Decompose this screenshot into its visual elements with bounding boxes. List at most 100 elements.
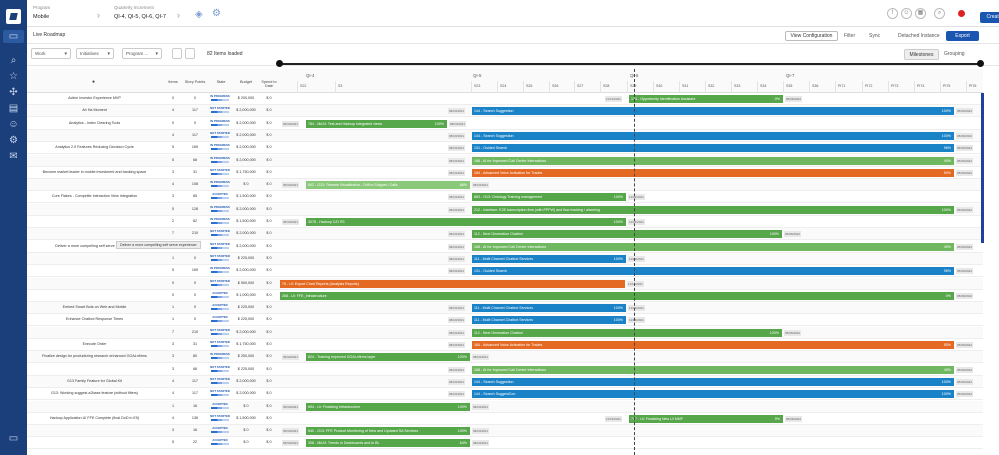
table-row[interactable]: Hadoop Application UI FFE Complete (fina… — [27, 413, 983, 425]
help-icon[interactable]: ▭ — [8, 433, 19, 444]
roadmap-feature-bar[interactable]: 824 - Training improved GOALnfirms layer… — [306, 353, 470, 362]
col-spend[interactable]: Spend to Date — [261, 80, 277, 88]
table-row[interactable]: Analytics 2.0 Features Reducing Decision… — [27, 142, 983, 155]
inbox-icon[interactable]: ✉ — [9, 151, 18, 162]
table-row[interactable]: Enhance Chatbot Response Times 1 0 ACCEPTED… — [27, 314, 983, 327]
network-icon[interactable]: ⚙ — [212, 8, 221, 19]
building-icon[interactable]: ▦ — [915, 8, 926, 19]
col-state[interactable]: State — [216, 80, 226, 84]
table-row[interactable]: 2 82 IN PROGRESS $ 1,500,000 $ 0 05/30/2021 30… — [27, 216, 983, 228]
roadmap-feature-bar[interactable]: 111 - Multi Channel Chatbot Services 100% — [472, 254, 626, 263]
table-row[interactable]: 1 0 NOT STARTED $ 225,000 $ 0 08/23/2021 111 -… — [27, 252, 983, 265]
initiatives-dropdown[interactable]: Initiatives ▾ — [76, 48, 114, 59]
roadmap-feature-bar[interactable]: 131 - Guided Search 96% — [472, 267, 954, 276]
roadmap-feature-bar[interactable]: 144 - Search Suggestion 100% — [472, 107, 954, 116]
table-row[interactable]: G13 Family Feature for Global Kit 4 117 NOT… — [27, 375, 983, 388]
roadmap-feature-bar[interactable]: 707 - UI: Finalizing New UI MMF 9% — [629, 414, 783, 423]
slider-end-handle[interactable] — [977, 60, 984, 67]
roadmap-feature-bar[interactable]: 144 - Search SuggestCon 100% — [472, 390, 954, 399]
roadmap-feature-bar[interactable]: 184 - Advanced Voice Activation for Trad… — [472, 168, 954, 177]
detached-instance-dropdown[interactable]: Detached Instance — [898, 33, 940, 39]
table-row[interactable]: 4 117 NOT STARTED $ 2,000,000 $ 0 08/23/2021 1… — [27, 129, 983, 142]
roadmap-feature-bar[interactable]: 212 - Interface: E2E transcription flow … — [472, 205, 954, 214]
pi-selector[interactable]: QI-4, QI-5, QI-6, QI-7 — [114, 14, 166, 20]
list-view-icon[interactable] — [172, 48, 182, 59]
roadmap-feature-bar[interactable]: 184 - Advanced Voice Activation for Trad… — [472, 341, 954, 349]
table-row[interactable]: 0 0 ACCEPTED $ 1,000,000 $ 0 268 - UI: FFE_In… — [27, 290, 983, 302]
diamond-icon[interactable]: ◈ — [195, 9, 203, 20]
col-budget[interactable]: Budget — [239, 80, 253, 84]
table-row[interactable]: 5 128 IN PROGRESS $ 2,000,000 $ 0 08/23/2021 2… — [27, 203, 983, 216]
roadmap-feature-bar[interactable]: 3078 - Hadoop C/D R3 100% — [306, 218, 626, 226]
table-row[interactable]: 1 16 ACCEPTED $ 0 $ 0 05/30/2021 694 - UI: Fin… — [27, 400, 983, 413]
program-dropdown[interactable]: Program ... ▾ — [122, 48, 162, 59]
end-date: 08/23/2021 — [472, 182, 490, 189]
roadmap-feature-bar[interactable]: 268 - UI: FFE_Infrastructure 0% — [280, 291, 954, 300]
app-logo-icon[interactable] — [6, 9, 21, 24]
table-row[interactable]: 7 210 NOT STARTED $ 2,000,000 $ 0 08/23/2021 1… — [27, 228, 983, 241]
slider-start-handle[interactable] — [276, 60, 283, 67]
roadmap-feature-bar[interactable]: 111 - Multi Channel Chatbot Services 100% — [472, 304, 626, 313]
export-button[interactable]: Export — [946, 31, 979, 41]
star-icon[interactable]: ☆ — [9, 71, 18, 82]
roadmap-feature-bar[interactable]: 144 - Search Suggestion 100% — [472, 131, 954, 140]
calendar-icon[interactable] — [185, 48, 195, 59]
user-icon[interactable]: ☺ — [8, 119, 19, 130]
notification-icon[interactable]: ! — [887, 8, 898, 19]
profile-icon[interactable]: ☺ — [901, 8, 912, 19]
roadmap-feature-bar[interactable]: 308 - MAXI: Trends in Dashboards and to … — [306, 439, 470, 448]
table-row[interactable]: Become market leader in mobile investmen… — [27, 167, 983, 179]
table-row[interactable]: Execute Order 3 31 NOT STARTED $ 1,750,000 $ … — [27, 339, 983, 351]
roadmap-feature-bar[interactable]: 111 - Multi Channel Chatbot Services 100% — [472, 316, 626, 325]
program-selector[interactable]: Mobile — [33, 14, 50, 20]
table-row[interactable]: 7 210 NOT STARTED $ 2,000,000 $ 0 08/23/2021 1… — [27, 326, 983, 339]
settings-icon[interactable]: ⚙ — [9, 135, 18, 146]
timeline-range-slider[interactable] — [278, 63, 982, 65]
roadmap-feature-bar[interactable]: 842 - G13: Themes Visualization - Drill … — [306, 181, 470, 190]
col-story-points[interactable]: Story Points — [184, 80, 206, 84]
table-row[interactable]: 5 169 IN PROGRESS $ 2,000,000 $ 0 08/23/2021 1… — [27, 265, 983, 278]
table-row[interactable]: Active Investor Experience MVP 0 0 IN PROGR… — [27, 93, 983, 105]
search-icon[interactable]: ⌕ — [10, 55, 17, 66]
vertical-scrollbar[interactable] — [981, 93, 984, 243]
table-row[interactable]: Finalize design for productizing researc… — [27, 351, 983, 364]
roadmap-feature-bar[interactable]: 784 - MAXI: Test and Hadoop integrated v… — [306, 119, 447, 128]
search-icon[interactable]: ⌕ — [934, 8, 945, 19]
filter-button[interactable]: Filter — [844, 33, 856, 39]
table-row[interactable]: 5 22 ACCEPTED $ 0 $ 0 05/30/2021 308 - MAXI: T… — [27, 437, 983, 450]
roadmap-feature-bar[interactable]: 168 - AI for Improved Call Center Intera… — [472, 242, 954, 251]
milestones-toggle[interactable]: Milestones — [904, 49, 939, 60]
roadmap-feature-bar[interactable]: 174 - Opportunity Identification Assista… — [629, 95, 783, 103]
table-row[interactable]: Embed Smart Bots on Web and Mobile 1 0 ACCE… — [27, 302, 983, 315]
table-row[interactable]: Core Flakes - Compelite Interaction View… — [27, 191, 983, 204]
view-configuration-button[interactable]: View Configuration — [785, 31, 838, 41]
roadmap-feature-bar[interactable]: 168 - AI for Improved Call Center Intera… — [472, 365, 954, 374]
table-row[interactable]: Analytics - Index Clearing Tools 0 0 IN PRO… — [27, 118, 983, 130]
table-row[interactable]: Ah Ha Moment 4 117 NOT STARTED $ 2,000,000 $ … — [27, 105, 983, 118]
roadmap-feature-bar[interactable]: 131 - Guided Search 96% — [472, 144, 954, 153]
table-row[interactable]: 3 16 ACCEPTED $ 0 $ 0 05/30/2021 540 - G13: FF… — [27, 425, 983, 438]
roadmap-feature-bar[interactable]: 883 - G13: Ontology Training management 1… — [472, 193, 626, 202]
roadmap-feature-bar[interactable]: 540 - G13: FFE Product Monitoring of New… — [306, 427, 470, 436]
table-row[interactable]: 0 0 NOT STARTED $ 500,000 $ 0 75 - UI: Export… — [27, 277, 983, 290]
table-row[interactable]: 4 108 IN PROGRESS $ 0 $ 0 05/30/2021 842 - G13… — [27, 179, 983, 192]
chart-icon[interactable]: ▤ — [8, 103, 19, 114]
table-row[interactable]: Deliver a more compelling self serve exp… — [27, 241, 983, 253]
grouping-dropdown[interactable]: Grouping — [944, 51, 965, 57]
create-button[interactable]: Create — [980, 12, 999, 23]
roadmap-feature-bar[interactable]: 112 - Next Generation Chatbot 100% — [472, 328, 782, 337]
roadmap-feature-bar[interactable]: 75 - UI: Export Chart Reports (Analysis … — [280, 279, 625, 288]
roadmap-feature-bar[interactable]: 694 - UI: Finalizing Infrastructure 100% — [306, 402, 470, 411]
table-row[interactable]: 5 68 IN PROGRESS $ 2,000,000 $ 0 08/23/2021 16… — [27, 154, 983, 167]
table-row[interactable]: G13: Working suggest a2base feature (wit… — [27, 388, 983, 401]
nodes-icon[interactable]: ✣ — [9, 87, 18, 98]
sync-button[interactable]: Sync — [869, 33, 881, 39]
work-dropdown[interactable]: Work ▾ — [31, 48, 71, 59]
roadmap-feature-bar[interactable]: 144 - Search Suggestion 100% — [472, 377, 954, 386]
roadmap-feature-bar[interactable]: 112 - Next Generation Chatbot 100% — [472, 230, 782, 239]
sort-icon[interactable]: ● — [92, 79, 96, 85]
table-row[interactable]: 3 68 NOT STARTED $ 225,000 $ 0 08/23/2021 168 … — [27, 364, 983, 376]
col-items[interactable]: Items — [168, 80, 178, 84]
roadmap-icon[interactable]: ▭ — [3, 30, 24, 43]
roadmap-feature-bar[interactable]: 168 - AI for Improved Call Center Intera… — [472, 156, 954, 165]
